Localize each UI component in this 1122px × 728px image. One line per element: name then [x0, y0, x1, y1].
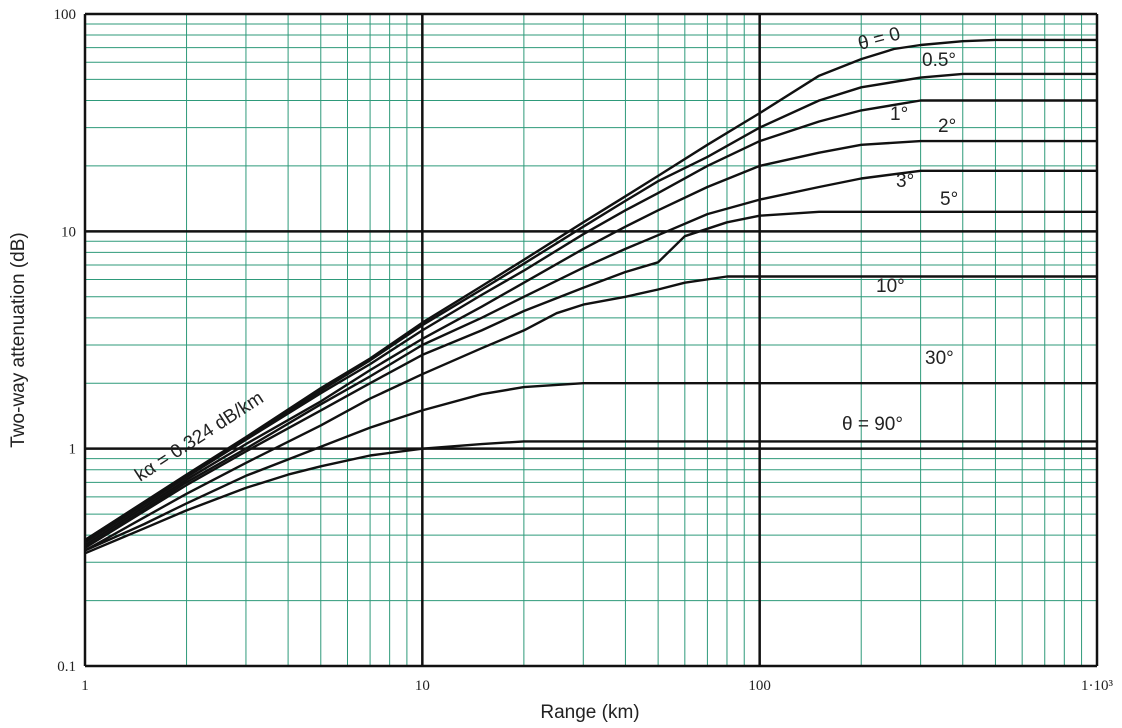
series-line: [84, 99, 1097, 544]
series-label: 5°: [940, 189, 958, 210]
series-line: [84, 72, 1097, 542]
curves: [84, 38, 1097, 555]
series-line: [84, 382, 1097, 552]
y-tick-label: 1: [69, 442, 77, 458]
tick-labels: 1 10 100 1·10³ 0.1 1 10 100: [54, 7, 1114, 694]
series-label: 30°: [925, 348, 954, 369]
series-line: [84, 440, 1097, 555]
x-tick-label: 1·10³: [1081, 678, 1113, 694]
curve-labels: θ = 0 0.5° 1° 2° 3° 5° 10° 30° θ = 90°: [842, 23, 958, 435]
series-label: 1°: [890, 104, 908, 125]
series-label: 2°: [938, 116, 956, 137]
x-tick-label: 10: [415, 678, 430, 694]
series-line: [84, 210, 1097, 549]
y-tick-label: 10: [61, 224, 76, 240]
series-label: θ = 90°: [842, 414, 903, 435]
y-tick-label: 100: [54, 7, 77, 23]
series-line: [84, 275, 1097, 552]
y-tick-label: 0.1: [57, 659, 76, 675]
grid: [83, 12, 1099, 668]
series-label: θ = 0: [856, 23, 903, 54]
series-label: 10°: [876, 276, 905, 297]
series-label: 0.5°: [922, 50, 956, 71]
x-tick-label: 1: [81, 678, 89, 694]
x-tick-label: 100: [748, 678, 771, 694]
series-label: 3°: [896, 171, 914, 192]
series-line: [84, 169, 1097, 549]
y-axis-title: Two-way attenuation (dB): [8, 232, 29, 447]
x-axis-title: Range (km): [540, 702, 639, 723]
series-line: [84, 38, 1097, 542]
series-line: [84, 139, 1097, 547]
